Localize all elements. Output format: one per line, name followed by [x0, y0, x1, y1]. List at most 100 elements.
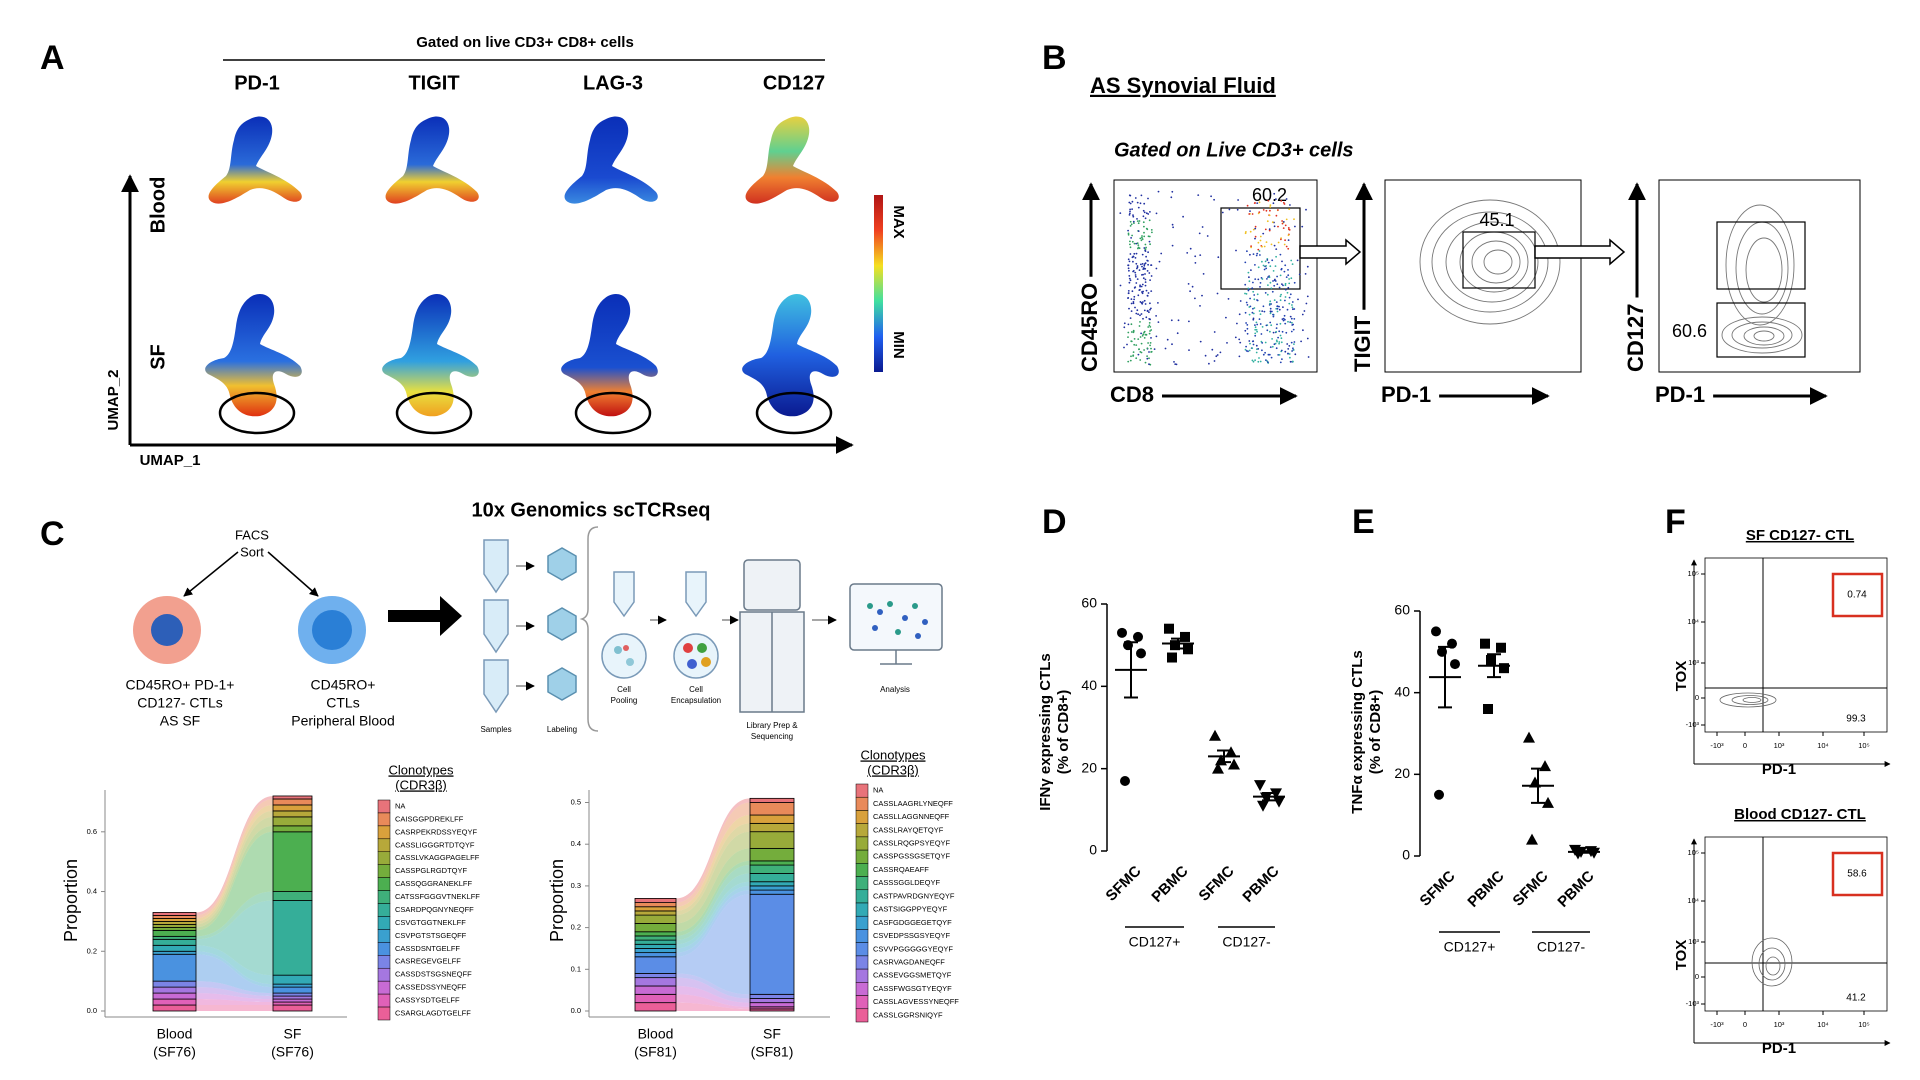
event-dot: [1261, 342, 1264, 344]
event-dot: [1143, 330, 1146, 333]
marker-label: PD-1: [234, 72, 280, 94]
event-dot: [1138, 289, 1141, 291]
event-dot: [1141, 274, 1143, 276]
event-dot: [1261, 245, 1263, 248]
error-bar: [1577, 850, 1591, 854]
event-dot: [1144, 250, 1147, 253]
event-dot: [1256, 330, 1258, 333]
event-dot: [1269, 307, 1272, 310]
event-dot: [1257, 266, 1260, 269]
event-dot: [1145, 246, 1147, 249]
event-dot: [1262, 264, 1265, 267]
event-dot: [1287, 286, 1290, 289]
flow: [676, 823, 750, 916]
event-dot: [1172, 226, 1174, 229]
event-dot: [1245, 322, 1247, 324]
event-dot: [1284, 296, 1287, 298]
gate: [1462, 231, 1536, 289]
gate: [1716, 302, 1806, 358]
event-dot: [1146, 347, 1149, 350]
event-dot: [1131, 240, 1134, 243]
event-dot: [1194, 255, 1197, 258]
legend-label: CASREGEVGELFF: [395, 957, 461, 966]
legend-swatch: [855, 823, 869, 838]
event-dot: [1144, 262, 1147, 265]
legend-swatch: [377, 929, 391, 943]
legend-swatch: [377, 993, 391, 1008]
y-tick-label: 0: [1402, 847, 1410, 863]
event-dot: [1251, 340, 1254, 343]
bar-segment: [749, 860, 795, 866]
bar-segment: [272, 795, 313, 800]
legend-label: CATSSFGGGVTNEKLFF: [395, 892, 480, 901]
event-dot: [1245, 301, 1248, 304]
event-dot: [1149, 318, 1151, 321]
event-dot: [1123, 322, 1126, 325]
labeled-cells: [547, 547, 577, 701]
event-dot: [1135, 344, 1138, 346]
bar-segment: [152, 929, 197, 937]
event-dot: [1284, 318, 1286, 321]
bar-segment: [152, 1004, 197, 1012]
event-dot: [1134, 306, 1136, 309]
event-dot: [1234, 336, 1237, 339]
event-dot: [1255, 321, 1258, 324]
scale-label: MIN: [890, 331, 907, 359]
marker-label: CD127: [763, 72, 825, 94]
event-dot: [1260, 333, 1263, 335]
event-dot: [1155, 267, 1158, 270]
legend-label: CASTSIGGPPYEQYF: [873, 905, 948, 914]
event-dot: [1131, 208, 1133, 211]
event-dot: [1130, 237, 1132, 239]
legend-swatch: [377, 799, 391, 814]
event-dot: [1213, 331, 1216, 333]
event-dot: [1285, 218, 1288, 221]
legend-swatch: [377, 838, 391, 853]
workflow-illustration: [133, 526, 943, 732]
event-dot: [1288, 302, 1291, 305]
flow: [196, 891, 273, 940]
event-dot: [1138, 348, 1140, 351]
flow: [196, 825, 273, 931]
legend-label: CASSLRQGPSYEQYF: [873, 838, 951, 847]
legend-swatch: [855, 1008, 869, 1023]
flow: [196, 810, 273, 925]
bar-segment: [272, 831, 313, 892]
flow: [196, 945, 273, 985]
event-dot: [1131, 290, 1134, 293]
bar-segment: [272, 825, 313, 833]
legend-label: CASSSGGLDEQYF: [873, 878, 941, 887]
event-dot: [1266, 278, 1268, 280]
event-dot: [1145, 316, 1148, 319]
event-dot: [1171, 343, 1173, 346]
event-dot: [1271, 290, 1274, 293]
event-dot: [1291, 350, 1293, 352]
event-dot: [1248, 313, 1251, 316]
event-dot: [1247, 289, 1250, 292]
event-dot: [1258, 250, 1261, 252]
beads: [614, 643, 711, 669]
event-dot: [1288, 282, 1291, 285]
event-dot: [1253, 298, 1256, 301]
point: [1164, 623, 1174, 634]
event-dot: [1293, 318, 1296, 320]
event-dot: [1132, 301, 1135, 303]
event-dot: [1268, 228, 1271, 231]
event-dot: [1138, 220, 1141, 222]
event-dot: [1282, 306, 1284, 308]
y-tick-label: 0.0: [87, 1006, 97, 1015]
event-dot: [1248, 340, 1251, 342]
event-dot: [1138, 325, 1141, 327]
event-dot: [1158, 260, 1161, 263]
y-tick-label: 60: [1394, 602, 1410, 618]
legend-swatch: [855, 955, 869, 970]
event-dot: [1187, 283, 1190, 285]
point: [1450, 659, 1460, 670]
bar-segment: [634, 948, 677, 954]
bar-segment: [749, 822, 795, 833]
legend-swatch: [377, 812, 391, 827]
bar-segment: [634, 902, 677, 908]
event-dot: [1132, 215, 1135, 218]
bar-segment: [634, 993, 677, 1004]
